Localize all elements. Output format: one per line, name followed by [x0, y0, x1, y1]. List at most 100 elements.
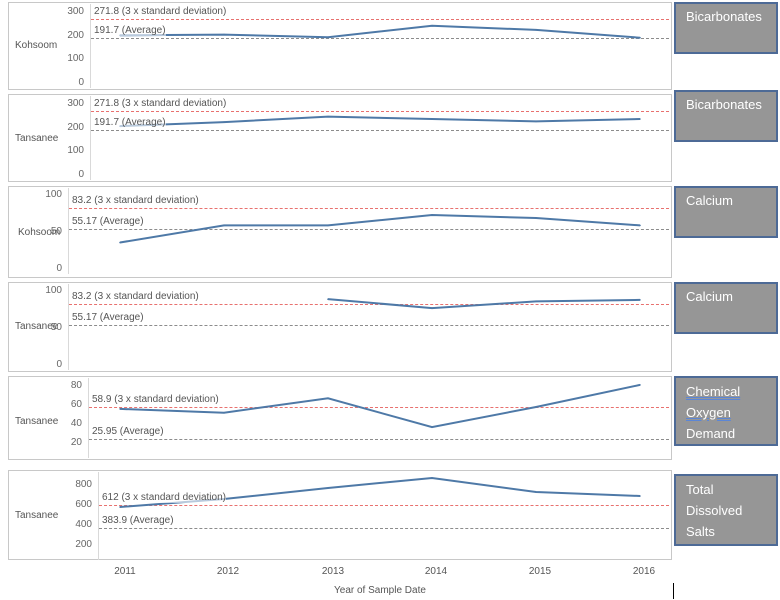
std-reference-label: 83.2 (3 x standard deviation) — [72, 195, 199, 207]
std-reference-line — [91, 19, 669, 21]
y-tick-label: 0 — [56, 263, 62, 274]
y-tick-label: 100 — [67, 145, 84, 157]
data-point — [639, 118, 641, 120]
data-point — [327, 397, 329, 400]
data-point — [327, 487, 329, 489]
data-point — [431, 118, 433, 120]
data-point — [223, 224, 225, 227]
data-point — [639, 36, 641, 39]
std-reference-label: 612 (3 x standard deviation) — [102, 491, 226, 503]
average-reference-label: 55.17 (Average) — [72, 312, 144, 324]
y-axis-line — [88, 378, 89, 458]
y-tick-label: 100 — [67, 53, 84, 65]
average-reference-label: 191.7 (Average) — [94, 117, 166, 129]
data-point — [535, 120, 537, 123]
y-axis-line — [90, 4, 91, 88]
series-line — [327, 298, 641, 310]
legend-box-calcium: Calcium — [674, 186, 778, 238]
x-tick-label: 2014 — [424, 566, 448, 577]
average-reference-label: 25.95 (Average) — [92, 425, 164, 437]
y-axis-line — [68, 284, 69, 370]
data-point — [431, 214, 433, 216]
y-axis-line — [98, 472, 99, 560]
x-tick-label: 2013 — [321, 566, 345, 577]
legend-label: Bicarbonates — [686, 9, 762, 24]
data-point — [327, 115, 329, 118]
x-tick-label: 2011 — [114, 566, 136, 577]
y-tick-label: 300 — [67, 5, 84, 17]
data-point — [431, 477, 433, 479]
y-axis-line — [68, 188, 69, 274]
y-axis-line — [90, 96, 91, 180]
legend-label-line: Dissolved — [686, 503, 743, 518]
data-point — [223, 411, 225, 414]
chart-panel-5 — [8, 376, 672, 460]
series-line — [119, 213, 641, 244]
legend-label-line: Oxygen — [686, 405, 731, 420]
average-reference-label: 191.7 (Average) — [94, 25, 166, 37]
legend-label: Calcium — [686, 289, 733, 304]
std-reference-label: 271.8 (3 x standard deviation) — [94, 98, 227, 110]
data-point — [119, 241, 121, 244]
y-tick-label: 800 — [75, 479, 92, 490]
y-tick-label: 20 — [70, 437, 82, 449]
data-point — [119, 408, 121, 410]
average-reference-label: 55.17 (Average) — [72, 216, 144, 228]
row-label: Tansanee — [15, 416, 59, 427]
row-label: Kohsoom — [18, 227, 61, 238]
y-tick-label: 0 — [78, 169, 84, 180]
x-tick-label: 2012 — [216, 566, 240, 577]
series-line — [119, 383, 641, 429]
std-reference-line — [99, 504, 669, 506]
y-tick-label: 0 — [78, 77, 84, 88]
legend-box-bicarbonates: Bicarbonates — [674, 90, 778, 142]
legend-box-bicarbonates: Bicarbonates — [674, 2, 778, 54]
std-reference-label: 271.8 (3 x standard deviation) — [94, 6, 227, 18]
y-tick-label: 400 — [75, 519, 92, 530]
y-tick-label: 40 — [70, 418, 82, 430]
average-reference-line — [69, 325, 669, 327]
row-label: Tansanee — [15, 510, 59, 521]
data-point — [535, 300, 537, 303]
y-tick-label: 100 — [45, 188, 62, 200]
std-reference-line — [91, 111, 669, 113]
legend-label: Calcium — [686, 193, 733, 208]
data-point — [119, 506, 121, 508]
row-label: Tansanee — [15, 321, 59, 332]
y-tick-label: 50 — [50, 321, 62, 333]
data-point — [535, 217, 537, 219]
y-tick-label: 50 — [50, 225, 62, 237]
data-point — [639, 384, 641, 386]
data-point — [327, 298, 329, 300]
std-reference-line — [69, 208, 669, 210]
y-tick-label: 200 — [67, 121, 84, 133]
data-point — [327, 36, 329, 39]
data-point — [431, 25, 433, 27]
x-tick-label: 2016 — [632, 566, 656, 577]
average-reference-line — [89, 438, 669, 440]
average-reference-line — [91, 38, 669, 40]
row-label: Kohsoom — [15, 40, 58, 51]
y-tick-label: 0 — [56, 359, 62, 370]
data-point — [431, 307, 433, 309]
y-tick-label: 200 — [75, 539, 92, 550]
data-point — [535, 406, 537, 408]
data-point — [535, 29, 537, 31]
x-axis-title: Year of Sample Date — [334, 585, 426, 596]
average-reference-line — [69, 229, 669, 231]
data-point — [431, 426, 433, 428]
average-reference-line — [91, 130, 669, 132]
legend-box-calcium: Calcium — [674, 282, 778, 334]
legend-label-line: Salts — [686, 524, 715, 539]
y-tick-label: 100 — [45, 284, 62, 296]
x-tick-label: 2015 — [528, 566, 552, 577]
row-label: Tansanee — [15, 133, 59, 144]
legend-box-total-dissolved-salts: Total Dissolved Salts — [674, 474, 778, 546]
average-reference-label: 383.9 (Average) — [102, 514, 174, 526]
data-point — [327, 224, 329, 227]
y-tick-label: 300 — [67, 97, 84, 109]
y-tick-label: 200 — [67, 29, 84, 41]
std-reference-line — [69, 304, 669, 306]
